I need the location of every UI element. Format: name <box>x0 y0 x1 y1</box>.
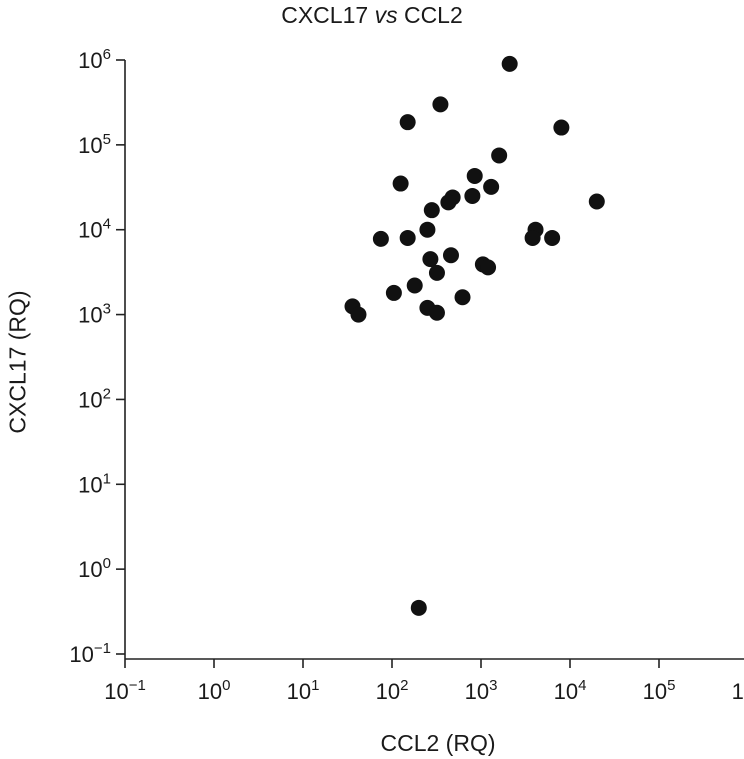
x-axis-label: CCL2 (RQ) <box>380 730 496 756</box>
x-tick-label: 101 <box>287 677 320 704</box>
x-tick-label: 103 <box>465 677 498 704</box>
x-tick-label: 106 <box>732 677 744 704</box>
title-part-3: CCL2 <box>403 2 463 28</box>
x-tick-label: 10−1 <box>104 677 146 704</box>
data-point <box>422 251 439 268</box>
data-point <box>350 306 367 323</box>
data-point <box>432 96 449 113</box>
data-point <box>483 178 500 195</box>
data-point <box>399 114 416 131</box>
y-tick-label: 100 <box>78 555 111 582</box>
data-point <box>464 187 481 204</box>
data-point <box>454 289 471 306</box>
data-point <box>480 259 497 276</box>
title-part-1: CXCL17 <box>281 2 369 28</box>
y-tick-label: 102 <box>78 385 111 412</box>
data-point <box>524 229 541 246</box>
y-tick-label: 105 <box>78 131 111 158</box>
data-point <box>399 229 416 246</box>
data-point <box>423 202 440 219</box>
data-point <box>419 221 436 238</box>
data-point <box>385 284 402 301</box>
y-tick-label: 10−1 <box>69 640 111 667</box>
data-point <box>440 194 457 211</box>
chart-title: CXCL17 vs CCL2 <box>0 2 744 29</box>
data-point <box>588 193 605 210</box>
data-point <box>491 147 508 164</box>
data-point <box>392 175 409 192</box>
data-point <box>410 599 427 616</box>
y-tick-label: 106 <box>78 46 111 73</box>
data-point <box>466 167 483 184</box>
data-point <box>428 264 445 281</box>
y-tick-label: 101 <box>78 470 111 497</box>
data-point <box>428 304 445 321</box>
x-tick-label: 102 <box>376 677 409 704</box>
y-tick-label: 103 <box>78 301 111 328</box>
data-point <box>544 229 561 246</box>
data-point <box>553 119 570 136</box>
y-axis-label: CXCL17 (RQ) <box>4 290 31 434</box>
data-point <box>372 230 389 247</box>
title-part-2: vs <box>374 2 398 28</box>
x-tick-label: 105 <box>643 677 676 704</box>
data-point <box>442 247 459 264</box>
x-tick-label: 104 <box>554 677 587 704</box>
data-point <box>501 55 518 72</box>
x-tick-label: 100 <box>198 677 231 704</box>
y-tick-label: 104 <box>78 216 111 243</box>
data-point <box>406 277 423 294</box>
